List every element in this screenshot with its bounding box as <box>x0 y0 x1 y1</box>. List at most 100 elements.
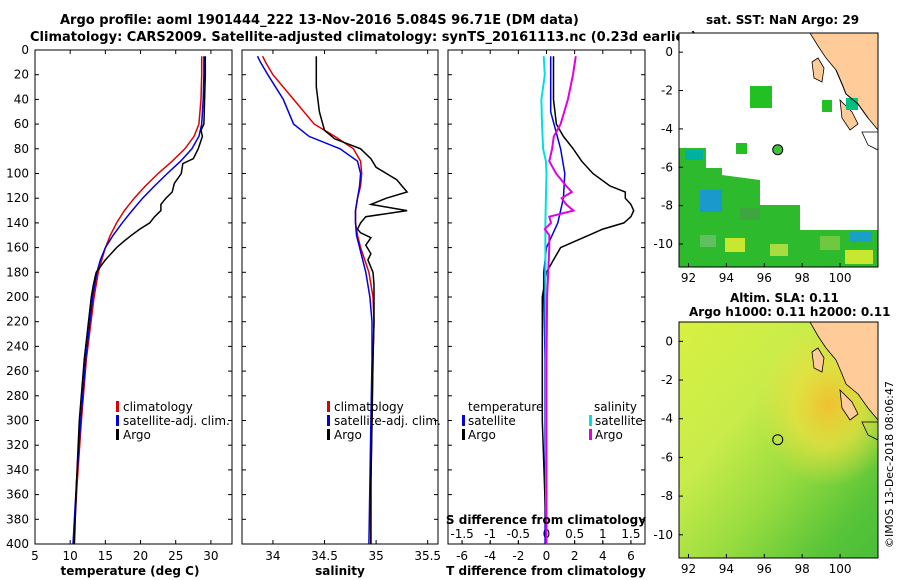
depth-tick-label: 240 <box>6 339 29 353</box>
coastline <box>861 131 878 151</box>
sst-patch <box>700 190 722 212</box>
sst-map-title: sat. SST: NaN Argo: 29 <box>706 13 859 27</box>
sla-map <box>679 322 878 558</box>
map-x-tick-label: 94 <box>719 271 734 285</box>
depth-tick-label: 40 <box>14 92 29 106</box>
x-tick-label: 4 <box>599 549 607 563</box>
map-y-tick-label: -6 <box>661 160 673 174</box>
legend-swatch-t-satellite <box>462 415 465 426</box>
argo-location-marker <box>772 434 784 446</box>
sst-patch <box>846 98 858 110</box>
map-x-tick-label: 100 <box>829 271 852 285</box>
map-x-tick-label: 92 <box>681 271 696 285</box>
difference-series <box>540 56 635 545</box>
depth-tick-label: 380 <box>6 512 29 526</box>
sst-patch <box>685 150 703 160</box>
figure-title-line1: Argo profile: aoml 1901444_222 13-Nov-20… <box>60 13 579 28</box>
legend-label-climatology: climatology <box>123 400 193 414</box>
legend-swatch-satellite <box>116 415 119 426</box>
series-line-satellite-adj-clim- <box>72 56 205 545</box>
salinity-legend: climatology satellite-adj. clim. Argo <box>327 400 441 442</box>
map-x-tick-label: 96 <box>757 271 772 285</box>
x-tick-label: 25 <box>168 549 183 563</box>
temperature-series <box>72 56 207 545</box>
argo-location-marker <box>772 144 784 156</box>
sst-patch <box>822 100 832 112</box>
map-y-tick-label: 0 <box>665 45 673 59</box>
legend-swatch-argo <box>116 429 119 440</box>
legend-label-s-satellite: satellite <box>595 414 643 428</box>
legend-label-argo: Argo <box>123 428 151 442</box>
legend-label-satellite: satellite-adj. clim. <box>334 414 441 428</box>
depth-tick-label: 180 <box>6 265 29 279</box>
s-diff-tick-label: 1 <box>599 527 607 541</box>
series-line-argo <box>315 56 409 544</box>
map-y-tick-label: -6 <box>661 450 673 464</box>
legend-label-argo: Argo <box>334 428 362 442</box>
map-y-tick-label: 0 <box>665 334 673 348</box>
depth-tick-label: 340 <box>6 463 29 477</box>
difference-legend-temperature: temperature satellite Argo <box>462 400 543 442</box>
depth-tick-label: 280 <box>6 389 29 403</box>
x-tick-label: 2 <box>571 549 579 563</box>
sla-map-axes: 92 94 96 98 100 0 -2 -4 -6 -8 -10 <box>653 334 851 576</box>
s-diff-tick-label: 0.5 <box>565 527 584 541</box>
sst-patch <box>725 238 745 252</box>
sst-patch <box>845 250 873 264</box>
legend-swatch-satellite <box>327 415 330 426</box>
x-tick-label: -4 <box>484 549 496 563</box>
map-x-tick-label: 98 <box>795 562 810 576</box>
sst-patch <box>850 232 872 242</box>
map-y-tick-label: -8 <box>661 489 673 503</box>
x-tick-label: 35.5 <box>414 549 441 563</box>
s-diff-tick-label: 1.5 <box>621 527 640 541</box>
depth-tick-label: 360 <box>6 488 29 502</box>
map-y-tick-label: -4 <box>661 412 673 426</box>
map-y-tick-label: -10 <box>653 528 673 542</box>
s-diff-tick-label: -0.5 <box>507 527 530 541</box>
coastline <box>861 421 878 441</box>
salinity-plot-frame <box>241 49 439 545</box>
map-x-tick-label: 92 <box>681 562 696 576</box>
sumatra-land <box>809 322 878 421</box>
map-y-tick-label: -4 <box>661 122 673 136</box>
x-tick-label: 20 <box>133 549 148 563</box>
sst-patch <box>740 208 760 220</box>
s-diff-tick-label: -1.5 <box>450 527 473 541</box>
depth-tick-label: 120 <box>6 191 29 205</box>
depth-tick-label: 220 <box>6 315 29 329</box>
depth-axis: 0 20 40 60 80 100 120 140 160 180 200 220 240 260 280 3… <box>6 43 645 551</box>
depth-tick-label: 80 <box>14 142 29 156</box>
x-tick-label: 30 <box>203 549 218 563</box>
depth-tick-label: 60 <box>14 117 29 131</box>
series-line-s-argo <box>543 56 577 544</box>
series-line-argo <box>73 56 207 545</box>
depth-tick-label: 160 <box>6 241 29 255</box>
map-x-tick-label: 98 <box>795 271 810 285</box>
x-tick-label: 35 <box>368 549 383 563</box>
sst-patch <box>750 86 772 108</box>
salinity-series <box>256 55 409 545</box>
difference-top-xlabel: S difference from climatology <box>446 513 646 527</box>
temperature-legend: climatology satellite-adj. clim. Argo <box>116 400 230 442</box>
legend-label-t-satellite: satellite <box>468 414 516 428</box>
imos-watermark: ©IMOS 13-Dec-2018 08:06:47 <box>883 381 896 548</box>
island-land <box>811 347 825 373</box>
map-x-tick-label: 96 <box>757 562 772 576</box>
sst-patch <box>700 235 716 247</box>
legend-swatch-climatology <box>327 401 330 412</box>
s-diff-tick-label: -1 <box>484 527 496 541</box>
map-y-tick-label: -2 <box>661 373 673 387</box>
x-axes: 5 10 15 20 25 30 34 34.5 35 35.5 -6 -4 -2 0 2 4 6 -1.5 -1-… <box>31 50 640 563</box>
x-tick-label: 6 <box>627 549 635 563</box>
map-y-tick-label: -8 <box>661 199 673 213</box>
x-tick-label: 15 <box>98 549 113 563</box>
island-land <box>839 388 859 421</box>
legend-title-salinity: salinity <box>594 400 637 414</box>
legend-swatch-climatology <box>116 401 119 412</box>
sla-map-title-line1: Altim. SLA: 0.11 <box>730 291 839 305</box>
x-tick-label: 10 <box>63 549 78 563</box>
legend-label-satellite: satellite-adj. clim. <box>123 414 230 428</box>
difference-xlabel: T difference from climatology <box>446 564 646 578</box>
